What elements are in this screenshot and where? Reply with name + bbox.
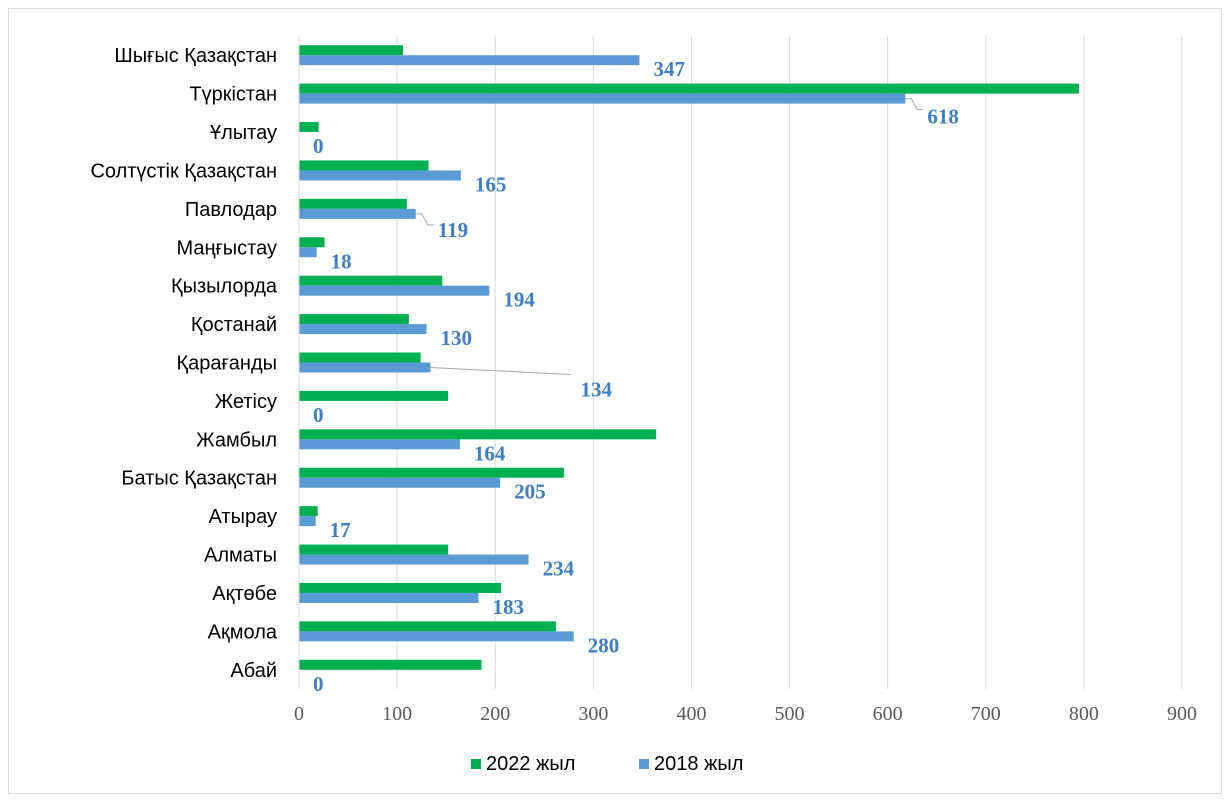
- bar-2022: [299, 544, 449, 555]
- x-tick-label: 900: [1167, 703, 1197, 725]
- legend-swatch-2022: [471, 759, 481, 769]
- data-label-2018: 205: [514, 480, 546, 504]
- bar-2018: [299, 55, 640, 66]
- bar-2018: [299, 247, 317, 258]
- data-label-2018: 0: [313, 403, 324, 427]
- bar-2018: [299, 362, 431, 373]
- category-label: Ақмола: [208, 621, 278, 643]
- data-label-2018: 18: [331, 249, 352, 273]
- category-label: Солтүстік Қазақстан: [90, 160, 277, 182]
- category-label: Ақтөбе: [212, 583, 277, 605]
- data-label-2018: 183: [493, 595, 525, 619]
- bar-2018: [299, 285, 490, 296]
- category-label: Қостанай: [191, 314, 277, 336]
- data-label-2018: 165: [475, 172, 507, 196]
- bar-2022: [299, 314, 409, 325]
- data-label-2018: 280: [588, 633, 620, 657]
- bar-2022: [299, 237, 325, 248]
- data-label-2018: 134: [580, 378, 612, 402]
- bar-2022: [299, 275, 443, 286]
- bar-2022: [299, 429, 657, 440]
- category-label: Ұлытау: [210, 122, 277, 144]
- category-label: Жамбыл: [196, 429, 277, 451]
- data-label-2018: 17: [330, 518, 351, 542]
- category-label: Шығыс Қазақстан: [114, 45, 277, 67]
- bar-2022: [299, 352, 421, 363]
- x-tick-label: 700: [971, 703, 1001, 725]
- data-label-2018: 0: [313, 672, 324, 696]
- chart-area: 0 100 200 300 400 500 600 700 800 900 Шығыс Қазақс…: [8, 8, 1222, 794]
- data-label-2018: 0: [313, 134, 324, 158]
- legend-swatch-2018: [639, 759, 649, 769]
- data-label-2018: 347: [653, 57, 685, 81]
- bar-chart: 0 100 200 300 400 500 600 700 800 900 Шығыс Қазақс…: [90, 36, 1197, 775]
- data-label-2018: 119: [438, 218, 468, 242]
- x-tick-label: 0: [294, 703, 304, 725]
- x-tick-label: 400: [676, 703, 706, 725]
- bar-2018: [299, 516, 316, 527]
- bar-2018: [299, 554, 529, 565]
- x-tick-label: 100: [382, 703, 412, 725]
- bar-2018: [299, 170, 461, 181]
- category-label: Атырау: [209, 506, 277, 528]
- x-tick-label: 500: [775, 703, 805, 725]
- legend-label-2022: 2022 жыл: [486, 753, 575, 775]
- category-label: Батыс Қазақстан: [121, 468, 277, 490]
- bar-2018: [299, 439, 460, 450]
- legend-label-2018: 2018 жыл: [654, 753, 743, 775]
- bar-2018: [299, 93, 906, 104]
- x-tick-label: 300: [578, 703, 608, 725]
- category-label: Павлодар: [185, 199, 277, 221]
- category-label: Алматы: [204, 545, 277, 567]
- category-label: Абай: [230, 660, 277, 682]
- category-label: Жетісу: [215, 391, 277, 413]
- category-label: Маңғыстау: [176, 237, 277, 259]
- leader-line: [905, 98, 924, 111]
- bar-2022: [299, 160, 429, 171]
- leader-line: [415, 213, 434, 226]
- data-label-2018: 130: [441, 326, 473, 350]
- data-label-2018: 164: [474, 441, 506, 465]
- category-label: Қызылорда: [171, 276, 278, 298]
- x-tick-label: 600: [873, 703, 903, 725]
- leader-line: [430, 367, 571, 375]
- bar-2022: [299, 506, 318, 517]
- data-label-2018: 194: [503, 288, 535, 312]
- x-tick-label: 800: [1069, 703, 1099, 725]
- bar-2018: [299, 592, 479, 603]
- bar-2022: [299, 659, 482, 670]
- bar-2018: [299, 208, 416, 219]
- data-label-2018: 234: [543, 557, 575, 581]
- bar-2018: [299, 324, 427, 335]
- bar-2022: [299, 621, 557, 632]
- bar-2018: [299, 477, 501, 488]
- bar-2018: [299, 631, 574, 642]
- bar-2022: [299, 198, 407, 209]
- x-tick-label: 200: [480, 703, 510, 725]
- category-label: Түркістан: [189, 84, 277, 106]
- data-label-2018: 618: [927, 105, 959, 129]
- bar-2022: [299, 467, 564, 478]
- bar-2022: [299, 45, 403, 56]
- bar-2022: [299, 582, 502, 593]
- bar-2022: [299, 122, 319, 133]
- category-label: Қарағанды: [176, 353, 277, 375]
- bar-2022: [299, 390, 449, 401]
- bar-2022: [299, 83, 1079, 94]
